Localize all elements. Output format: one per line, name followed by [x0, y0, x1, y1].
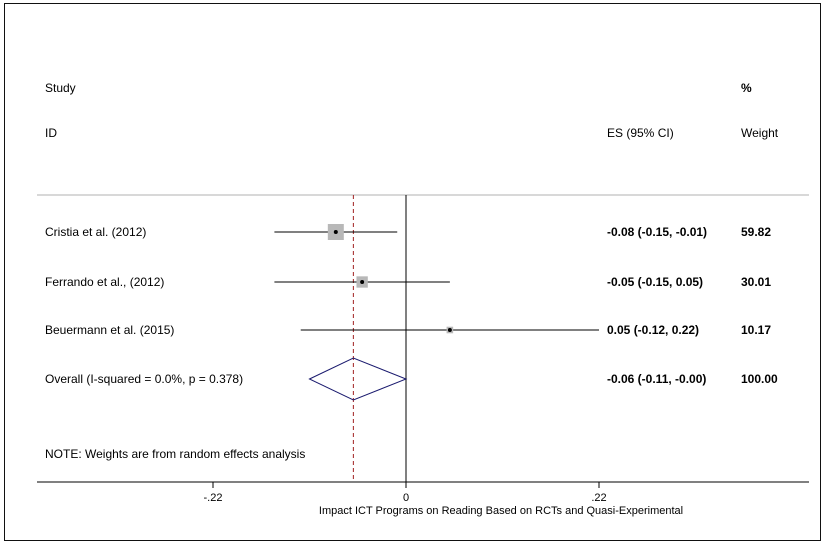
study-label-3: Beuermann et al. (2015) — [45, 323, 174, 337]
point-estimate-1 — [333, 230, 338, 234]
study-label-1: Cristia et al. (2012) — [45, 225, 146, 239]
chart-frame — [4, 3, 821, 541]
x-tick-label-2: 0 — [403, 492, 409, 504]
overall-es-ci-text: -0.06 (-0.11, -0.00) — [607, 372, 706, 386]
point-estimate-3 — [447, 328, 452, 332]
plot-region — [42, 42, 814, 487]
x-tick-label-1: -.22 — [204, 492, 223, 504]
weight-text-3: 10.17 — [741, 323, 771, 337]
weight-text-1: 59.82 — [741, 225, 771, 239]
note-text: NOTE: Weights are from random effects an… — [45, 447, 305, 461]
weight-text-2: 30.01 — [741, 275, 771, 289]
header-weight-pct: % — [741, 81, 752, 95]
header-weight: Weight — [741, 126, 779, 140]
x-axis-label: Impact ICT Programs on Reading Based on … — [319, 505, 683, 517]
header-es: ES (95% CI) — [607, 126, 674, 140]
overall-label: Overall (I-squared = 0.0%, p = 0.378) — [45, 372, 243, 386]
header-id: ID — [45, 126, 57, 140]
overall-diamond — [308, 357, 408, 401]
es-ci-text-3: 0.05 (-0.12, 0.22) — [607, 323, 699, 337]
overall-weight-text: 100.00 — [741, 372, 778, 386]
es-ci-text-1: -0.08 (-0.15, -0.01) — [607, 225, 707, 239]
study-label-2: Ferrando et al., (2012) — [45, 275, 164, 289]
es-ci-text-2: -0.05 (-0.15, 0.05) — [607, 275, 703, 289]
x-tick-label-3: .22 — [591, 492, 606, 504]
point-estimate-2 — [360, 280, 365, 284]
header-study: Study — [45, 81, 76, 95]
